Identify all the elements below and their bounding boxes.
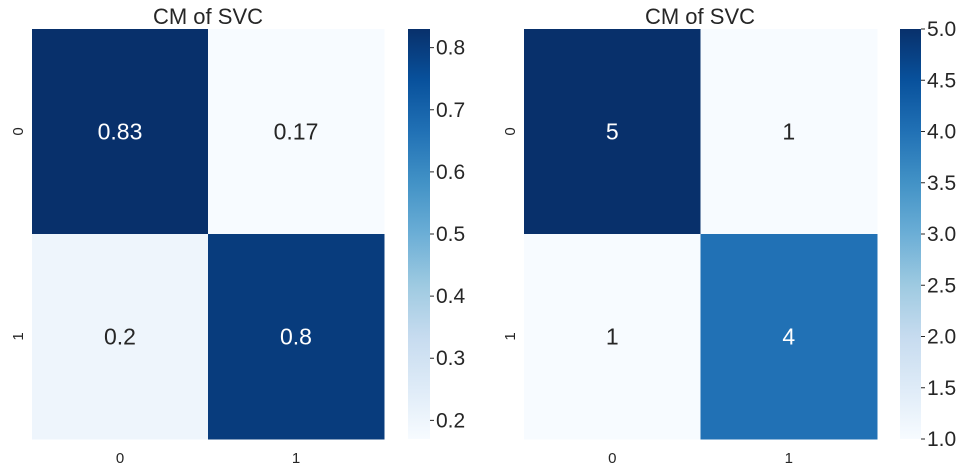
colorbar-tick-label: 0.8 <box>436 37 465 60</box>
y-tick-label: 0 <box>10 127 27 135</box>
cell-value-label: 0.17 <box>274 119 319 145</box>
cell-value-label: 0.83 <box>98 119 143 145</box>
cell-value-label: 1 <box>606 324 619 350</box>
colorbar-ticks-1: 0.2 0.3 0.4 0.5 0.6 0.7 0.8 <box>430 37 466 432</box>
colorbar-tick-label: 4.5 <box>927 69 956 92</box>
colorbar-2: 1.0 1.5 2.0 2.5 3.0 3.5 4.0 4.5 5.0 <box>900 18 956 451</box>
chart-title-2: CM of SVC <box>645 4 755 29</box>
y-tick-label: 0 <box>502 127 519 135</box>
colorbar-1: 0.2 0.3 0.4 0.5 0.6 0.7 0.8 <box>408 29 466 439</box>
colorbar-tick-label: 3.0 <box>927 223 956 246</box>
y-tick-label: 1 <box>10 332 27 340</box>
colorbar-tick-label: 0.4 <box>436 285 466 308</box>
colorbar-tick-label: 0.2 <box>436 409 465 432</box>
colorbar-tick-label: 4.0 <box>927 121 956 144</box>
chart-title-1: CM of SVC <box>153 4 263 29</box>
colorbar-gradient <box>408 29 430 439</box>
colorbar-tick-label: 5.0 <box>927 18 956 41</box>
cell-value-label: 4 <box>782 324 795 350</box>
colorbar-gradient <box>900 29 921 439</box>
heatmap-panel-1: CM of SVC 0.83 0.170.2 0.8 0 1 0 1 0.20.30… <box>10 4 466 467</box>
heatmap-cell <box>700 29 878 235</box>
heatmap-cell <box>32 29 209 235</box>
x-tick-label: 0 <box>116 450 124 467</box>
y-tick-labels-1: 0 1 <box>10 127 27 340</box>
colorbar-tick-label: 3.5 <box>927 172 956 195</box>
heatmap-cell <box>524 234 701 440</box>
colorbar-tick-label: 0.6 <box>436 161 465 184</box>
colorbar-tick-label: 1.0 <box>927 428 956 451</box>
colorbar-tick-label: 0.5 <box>436 223 465 246</box>
heatmap-cell <box>208 234 385 440</box>
colorbar-tick-label: 0.7 <box>436 99 465 122</box>
heatmap-cell <box>208 29 385 235</box>
colorbar-tick-label: 1.5 <box>927 377 956 400</box>
y-tick-labels-2: 0 1 <box>502 127 519 340</box>
x-tick-label: 0 <box>608 450 616 467</box>
cell-value-label: 5 <box>606 119 619 145</box>
heatmap-cell <box>32 234 209 440</box>
heatmap-cells-2: 5 1 1 4 <box>524 29 878 440</box>
colorbar-tick-label: 2.0 <box>927 326 956 349</box>
cell-value-label: 0.2 <box>104 324 136 350</box>
heatmap-cell <box>700 234 878 440</box>
x-tick-label: 1 <box>292 450 300 467</box>
x-tick-labels-1: 0 1 <box>116 450 300 467</box>
cell-value-label: 0.8 <box>280 324 312 350</box>
y-tick-label: 1 <box>502 332 519 340</box>
x-tick-labels-2: 0 1 <box>608 450 793 467</box>
cell-value-label: 1 <box>782 119 795 145</box>
x-tick-label: 1 <box>785 450 793 467</box>
heatmap-panel-2: CM of SVC 5 1 1 4 0 1 0 1 1.0 1.5 2.0 2.5 3.0 3.… <box>502 4 956 467</box>
heatmap-cells-1: 0.83 0.17 0.2 0.8 <box>32 29 385 440</box>
colorbar-tick-label: 0.3 <box>436 347 465 370</box>
colorbar-tick-label: 2.5 <box>927 274 956 297</box>
heatmap-cell <box>524 29 701 235</box>
colorbar-ticks-2: 1.0 1.5 2.0 2.5 3.0 3.5 4.0 4.5 5.0 <box>921 18 956 451</box>
